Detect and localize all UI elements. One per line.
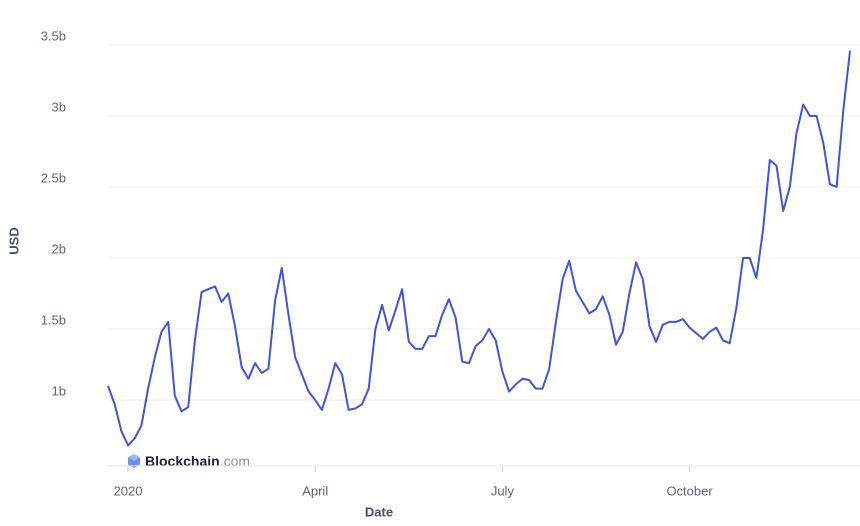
y-tick-label: 3b xyxy=(52,99,66,114)
y-tick-label: 3.5b xyxy=(41,28,66,43)
y-tick-label: 1b xyxy=(52,383,66,398)
y-tick-label: 2b xyxy=(52,241,66,256)
watermark-suffix: .com xyxy=(220,453,250,469)
y-tick-label: 1.5b xyxy=(41,312,66,327)
watermark-brand-text: Blockchain xyxy=(145,453,220,469)
x-tick-label: July xyxy=(491,483,515,498)
y-tick-label: 2.5b xyxy=(41,170,66,185)
x-tick-label: October xyxy=(666,483,713,498)
x-axis-title: Date xyxy=(365,504,393,519)
watermark-logo-top xyxy=(128,454,140,461)
watermark: Blockchain.com xyxy=(128,453,250,469)
x-tick-label: 2020 xyxy=(114,483,143,498)
data-line xyxy=(107,50,851,447)
watermark-brand: Blockchain.com xyxy=(145,453,250,469)
x-tick-label: April xyxy=(302,483,328,498)
y-axis-title: USD xyxy=(6,227,21,254)
